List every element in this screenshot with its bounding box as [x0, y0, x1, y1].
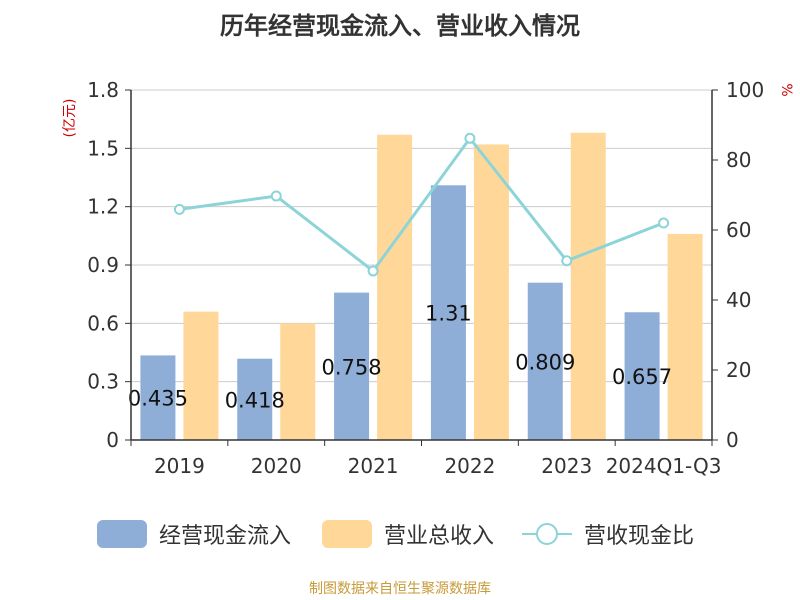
- y-left-tick-label: 0: [106, 428, 119, 452]
- y-left-tick-label: 1.2: [87, 195, 119, 219]
- legend-swatch-revenue: [322, 520, 372, 548]
- y-left-tick-label: 0.9: [87, 253, 119, 277]
- bar-value-label: 0.809: [515, 350, 575, 374]
- x-tick-label: 2021: [348, 454, 399, 478]
- legend-item-ratio[interactable]: 营收现金比: [522, 516, 694, 552]
- ratio-line: [179, 135, 665, 274]
- legend-label-ratio: 营收现金比: [584, 524, 695, 549]
- y-left-tick-label: 0.6: [87, 311, 119, 335]
- bar-value-label: 1.31: [425, 302, 472, 326]
- ratio-point: [658, 217, 670, 229]
- ratio-point: [464, 132, 476, 144]
- bar-revenue: [280, 323, 316, 440]
- ratio-point: [173, 203, 185, 215]
- bar-revenue: [570, 132, 606, 440]
- bar-revenue: [183, 311, 219, 440]
- bar-value-label: 0.758: [322, 355, 382, 379]
- x-tick-label: 2022: [444, 454, 495, 478]
- y-left-tick-label: 1.8: [87, 78, 119, 102]
- x-tick-label: 2020: [251, 454, 302, 478]
- y-right-tick-label: 0: [726, 428, 739, 452]
- y-right-tick-label: 40: [726, 288, 751, 312]
- bar-cash-inflow: [237, 358, 273, 440]
- y-right-unit-label: %: [778, 83, 794, 96]
- legend-label-cash-inflow: 经营现金流入: [159, 524, 292, 549]
- x-tick-label: 2024Q1-Q3: [606, 454, 722, 478]
- bar-value-label: 0.657: [612, 365, 672, 389]
- y-right-tick-label: 60: [726, 218, 751, 242]
- y-right-tick-label: 100: [726, 78, 764, 102]
- x-tick-label: 2019: [154, 454, 205, 478]
- ratio-point: [367, 265, 379, 277]
- ratio-point: [561, 255, 573, 267]
- chart-title: 历年经营现金流入、营业收入情况: [220, 12, 580, 40]
- y-left-tick-label: 1.5: [87, 136, 119, 160]
- legend-item-cash-inflow[interactable]: 经营现金流入: [97, 516, 291, 552]
- bar-cash-inflow: [334, 292, 370, 440]
- legend-label-revenue: 营业总收入: [384, 524, 495, 549]
- bar-revenue: [667, 233, 703, 440]
- y-right-tick-label: 20: [726, 358, 751, 382]
- y-right-tick-label: 80: [726, 148, 751, 172]
- y-left-tick-label: 0.3: [87, 370, 119, 394]
- bar-cash-inflow: [430, 185, 466, 440]
- bar-value-label: 0.418: [225, 388, 285, 412]
- legend-swatch-cash-inflow: [97, 520, 147, 548]
- bar-revenue: [377, 134, 413, 440]
- bar-revenue: [473, 144, 509, 440]
- x-tick-label: 2023: [541, 454, 592, 478]
- y-left-unit-label: (亿元): [62, 99, 78, 138]
- bar-cash-inflow: [140, 355, 176, 440]
- bar-cash-inflow: [624, 312, 660, 440]
- bar-cash-inflow: [527, 282, 563, 440]
- legend-swatch-ratio: [522, 520, 572, 548]
- legend: 经营现金流入 营业总收入 营收现金比: [0, 516, 800, 556]
- ratio-point: [270, 190, 282, 202]
- legend-item-revenue[interactable]: 营业总收入: [322, 516, 494, 552]
- bar-value-label: 0.435: [128, 387, 188, 411]
- source-note: 制图数据来自恒生聚源数据库: [309, 581, 491, 597]
